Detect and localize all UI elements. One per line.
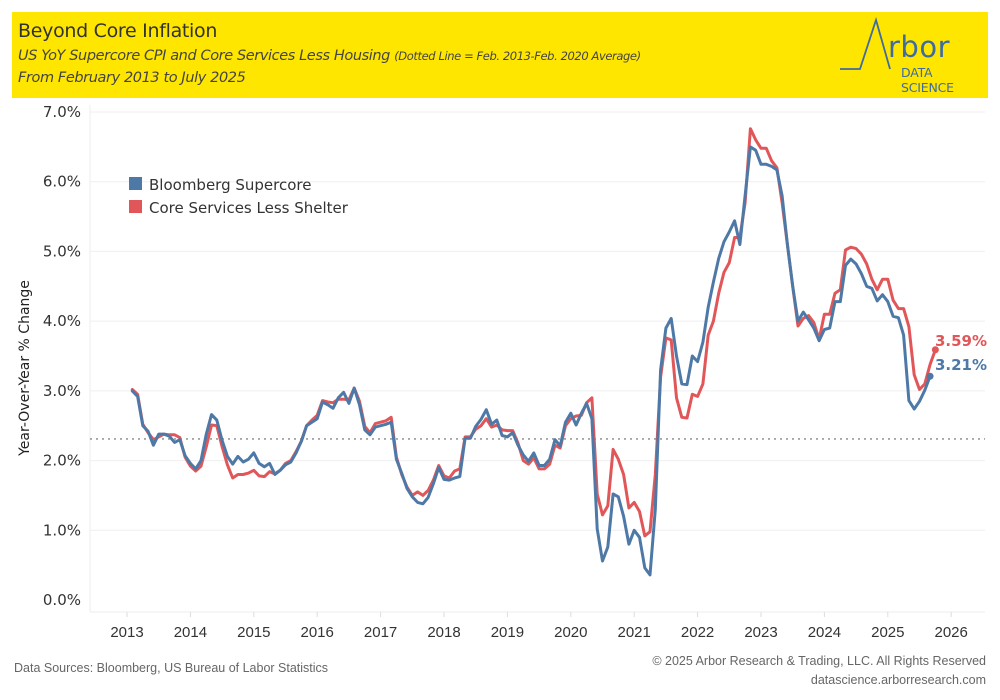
y-tick-label: 5.0%: [43, 242, 81, 260]
x-tick-label: 2025: [871, 624, 904, 641]
copyright-notice: © 2025 Arbor Research & Trading, LLC. Al…: [652, 654, 986, 668]
x-tick-label: 2024: [808, 624, 841, 641]
chart-title: Beyond Core Inflation: [18, 20, 218, 42]
legend-swatch-bloomberg-supercore: [129, 177, 142, 190]
subtitle-note: (Dotted Line = Feb. 2013-Feb. 2020 Avera…: [394, 49, 641, 63]
data-sources: Data Sources: Bloomberg, US Bureau of La…: [14, 661, 329, 675]
y-tick-label: 0.0%: [43, 591, 81, 609]
x-tick-label: 2019: [491, 624, 524, 641]
y-tick-label: 6.0%: [43, 173, 81, 191]
x-tick-label: 2020: [554, 624, 587, 641]
legend-label-core-services-less-shelter: Core Services Less Shelter: [149, 199, 349, 217]
x-tick-label: 2022: [681, 624, 714, 641]
x-tick-label: 2016: [301, 624, 334, 641]
x-tick-label: 2017: [364, 624, 397, 641]
arbor-logo: rbor DATA SCIENCE: [838, 16, 988, 95]
x-tick-label: 2018: [427, 624, 460, 641]
y-tick-label: 4.0%: [43, 312, 81, 330]
x-tick-label: 2026: [935, 624, 968, 641]
y-axis-label: Year-Over-Year % Change: [17, 280, 33, 457]
x-tick-label: 2015: [237, 624, 270, 641]
legend-swatch-core-services-less-shelter: [129, 200, 142, 213]
series-line-bloomberg-supercore: [130, 145, 932, 577]
legend-label-bloomberg-supercore: Bloomberg Supercore: [149, 176, 311, 194]
series-lines: [130, 127, 939, 577]
x-axis-ticks: 2013 2014 2015 2016 2017 2018 2019 2020 2021 2022…: [110, 612, 968, 641]
y-tick-label: 7.0%: [43, 103, 81, 121]
y-tick-label: 3.0%: [43, 382, 81, 400]
legend: Bloomberg Supercore Core Services Less S…: [129, 176, 349, 217]
end-point-bloomberg-supercore: [926, 372, 934, 380]
y-tick-label: 1.0%: [43, 521, 81, 539]
y-axis-ticks: 0.0% 1.0% 2.0% 3.0% 4.0% 5.0% 6.0% 7.0%: [43, 103, 81, 609]
end-point-core-services-less-shelter: [931, 346, 939, 354]
chart-subtitle: US YoY Supercore CPI and Core Services L…: [18, 48, 641, 64]
x-tick-label: 2023: [744, 624, 777, 641]
chart-date-range: From February 2013 to July 2025: [18, 70, 246, 86]
series-line-core-services-less-shelter: [130, 127, 937, 538]
arbor-logo-icon: rbor: [840, 16, 950, 70]
footer-credits: © 2025 Arbor Research & Trading, LLC. Al…: [652, 652, 986, 690]
end-value-label-supercore: 3.21%: [935, 356, 987, 374]
website-link[interactable]: datascience.arborresearch.com: [810, 673, 986, 687]
logo-wordmark: rbor: [888, 30, 950, 64]
x-tick-label: 2013: [110, 624, 143, 641]
subtitle-main: US YoY Supercore CPI and Core Services L…: [18, 48, 390, 64]
header-banner: Beyond Core Inflation US YoY Supercore C…: [12, 12, 988, 98]
logo-tagline: DATA SCIENCE: [901, 65, 954, 95]
end-value-label-core-services: 3.59%: [935, 332, 987, 350]
x-tick-label: 2021: [618, 624, 651, 641]
gridlines: [89, 105, 985, 613]
x-tick-label: 2014: [174, 624, 207, 641]
y-tick-label: 2.0%: [43, 452, 81, 470]
